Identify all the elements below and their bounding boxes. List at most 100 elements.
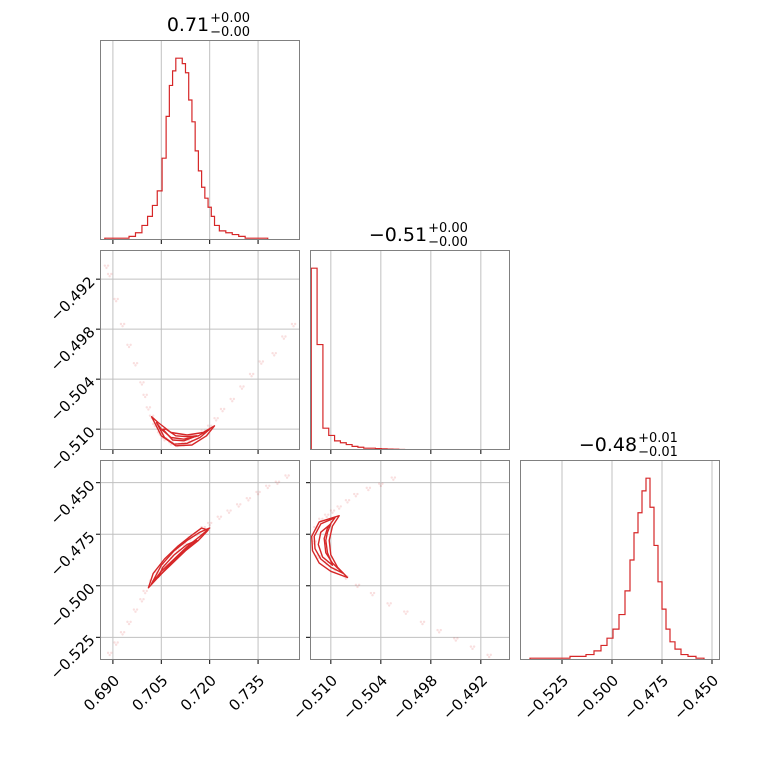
scatter-point xyxy=(119,322,123,326)
scatter-point xyxy=(206,424,210,427)
scatter-point xyxy=(365,486,368,490)
scatter-point xyxy=(139,381,142,384)
hist-title-upper: +0.01 xyxy=(638,431,678,446)
x-tick-label: −0.498 xyxy=(389,672,441,724)
scatter-point xyxy=(121,633,124,636)
scatter-point xyxy=(371,594,374,597)
scatter-point xyxy=(142,393,145,397)
scatter-point xyxy=(436,628,439,632)
scatter-point xyxy=(390,476,393,479)
scatter-point xyxy=(142,381,145,384)
scatter-point xyxy=(276,482,279,486)
x-tick-label: −0.492 xyxy=(439,672,491,724)
scatter-point xyxy=(268,484,271,488)
scatter-point xyxy=(344,499,348,502)
scatter-point xyxy=(126,343,129,347)
scatter-point xyxy=(456,637,459,640)
scatter-point xyxy=(129,343,132,347)
y-tick-label: −0.498 xyxy=(47,323,99,375)
scatter-point xyxy=(106,651,110,655)
hist-bin xyxy=(594,651,601,660)
scatter-point xyxy=(321,517,324,520)
hist-bin xyxy=(142,225,148,240)
scatter-point xyxy=(248,496,252,500)
x-tick-label: 0.705 xyxy=(128,672,171,715)
scatter-point xyxy=(152,414,155,417)
hist-step-line xyxy=(310,267,429,450)
scatter-point xyxy=(145,393,148,397)
scatter-point xyxy=(406,610,409,613)
scatter-point xyxy=(437,631,441,634)
scatter-point xyxy=(389,602,392,605)
scatter-point xyxy=(200,429,203,432)
scatter-point xyxy=(252,372,255,376)
hist-bin xyxy=(323,428,329,450)
x-tick-label: 0.690 xyxy=(80,672,123,715)
scatter-point xyxy=(226,509,229,512)
scatter-point xyxy=(258,490,261,494)
axes-frame xyxy=(100,40,300,240)
hist-bin xyxy=(173,71,176,240)
scatter-point xyxy=(404,612,408,615)
scatter-point xyxy=(113,297,116,301)
scatter-point xyxy=(145,406,148,409)
panel-scatter-p1-p3: 0.690 0.705 0.720 0.735 −0.525−0.500−0.475−0… xyxy=(47,460,300,715)
scatter-point xyxy=(216,515,219,518)
scatter-point xyxy=(454,639,458,642)
x-tick-label: −0.500 xyxy=(570,672,622,724)
scatter-point xyxy=(258,360,261,363)
scatter-point xyxy=(486,653,489,657)
scatter-point xyxy=(103,264,107,267)
scatter-point xyxy=(140,600,144,603)
scatter-point xyxy=(127,622,131,626)
y-tick-label: −0.500 xyxy=(47,580,99,632)
scatter-point xyxy=(135,608,139,611)
scatter-point xyxy=(293,322,297,326)
hist-bin xyxy=(148,216,153,240)
hist-bin xyxy=(152,205,157,240)
scatter-point xyxy=(114,300,118,303)
scatter-point xyxy=(336,505,339,508)
scatter-point xyxy=(122,322,126,326)
hist-bin xyxy=(219,231,225,240)
scatter-point xyxy=(354,583,358,586)
y-tick-label: −0.450 xyxy=(47,476,99,528)
x-tick-label: −0.525 xyxy=(520,672,572,724)
hist-bin xyxy=(670,642,675,660)
scatter-point xyxy=(318,517,321,520)
scatter-point xyxy=(282,337,286,340)
hist-bin xyxy=(335,441,341,450)
x-tick-label: −0.475 xyxy=(620,672,672,724)
contour-line xyxy=(150,527,211,585)
y-tick-label: −0.492 xyxy=(47,273,99,325)
scatter-point xyxy=(214,419,218,422)
scatter-point xyxy=(367,488,370,492)
y-tick-label: −0.525 xyxy=(47,631,99,683)
scatter-point xyxy=(110,272,113,276)
scatter-point xyxy=(369,591,373,595)
scatter-point xyxy=(379,484,383,488)
hist-bin xyxy=(625,591,630,660)
scatter-point xyxy=(106,264,110,267)
scatter-point xyxy=(381,482,384,485)
hist-bin xyxy=(135,233,141,240)
scatter-point xyxy=(284,335,287,338)
contour-line xyxy=(150,416,216,447)
hist-bin xyxy=(607,638,613,660)
hist-title: 0.71 +0.00−0.00 xyxy=(167,11,250,40)
hist-title-value: 0.71 xyxy=(167,14,209,36)
scatter-point xyxy=(208,523,211,527)
plot-area xyxy=(106,474,290,657)
y-tick-label: −0.504 xyxy=(47,373,99,425)
scatter-point xyxy=(239,503,242,506)
scatter-point xyxy=(143,591,147,595)
scatter-point xyxy=(237,505,240,508)
scatter-point xyxy=(281,335,284,338)
scatter-point xyxy=(229,509,232,512)
scatter-point xyxy=(487,655,491,659)
scatter-point xyxy=(284,474,287,477)
panel-scatter-p1-p2: −0.510−0.504−0.498−0.492 xyxy=(47,250,300,475)
hist-title-lower: −0.00 xyxy=(428,235,468,250)
scatter-point xyxy=(453,637,456,640)
hist-bin xyxy=(162,158,166,240)
